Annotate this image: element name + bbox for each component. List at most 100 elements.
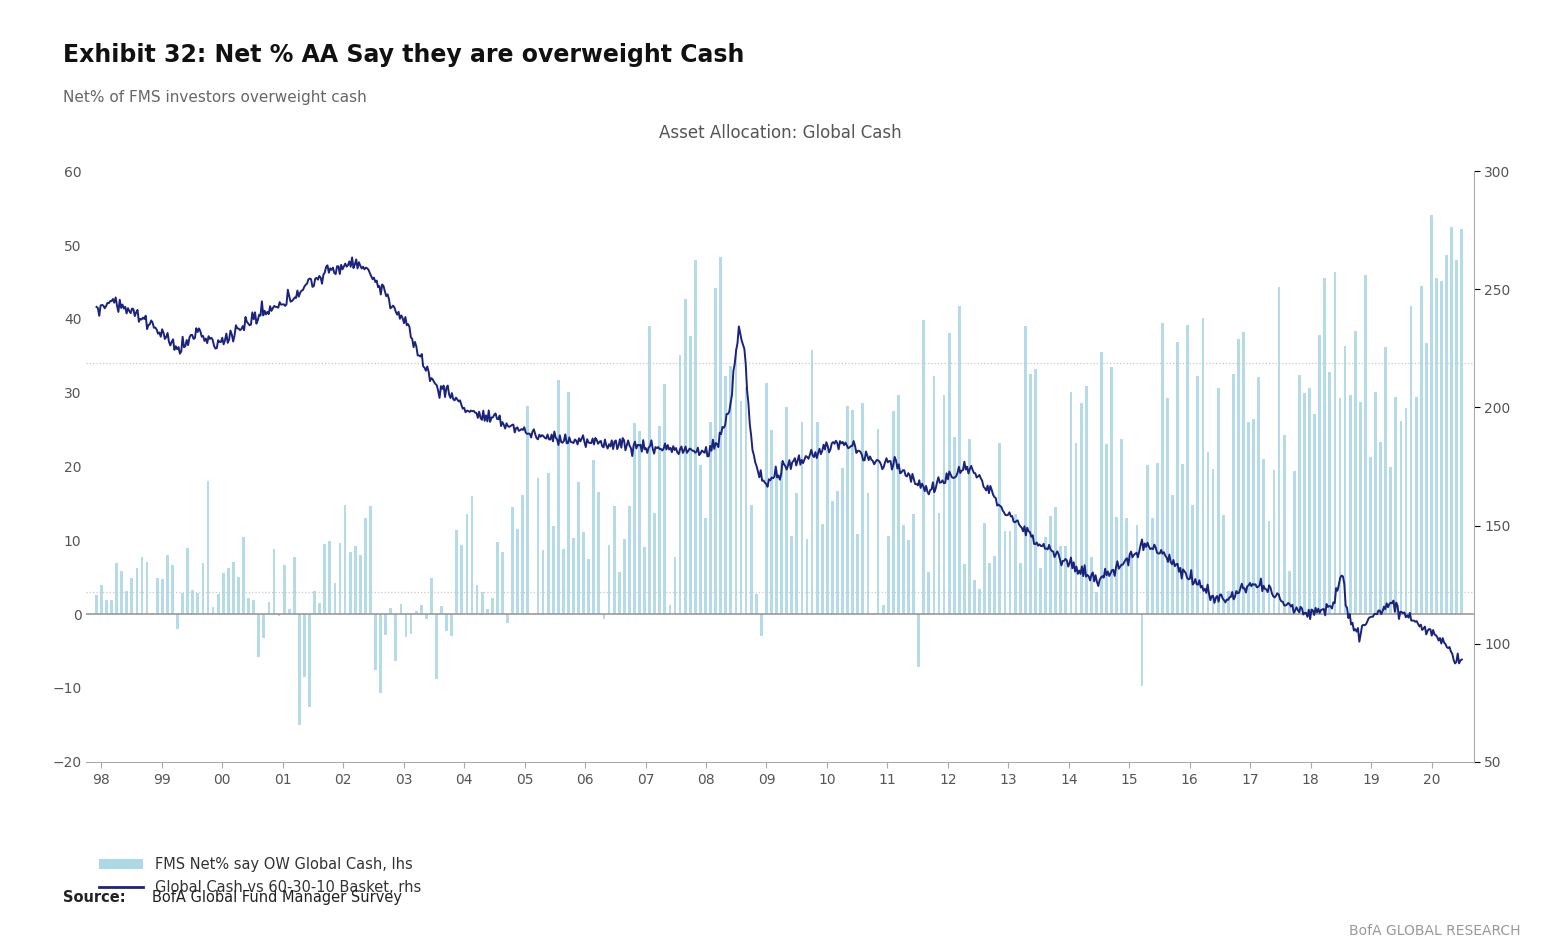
Bar	[368, 506, 372, 614]
Legend: FMS Net% say OW Global Cash, lhs, Global Cash vs 60-30-10 Basket, rhs: FMS Net% say OW Global Cash, lhs, Global…	[94, 851, 426, 901]
Bar	[232, 562, 235, 614]
Bar	[125, 590, 129, 614]
Bar	[1131, 555, 1134, 614]
Bar	[668, 605, 671, 614]
Bar	[593, 460, 596, 614]
Bar	[303, 614, 306, 678]
Bar	[745, 387, 748, 614]
Bar	[1237, 339, 1240, 614]
Bar	[1247, 422, 1250, 614]
Bar	[339, 543, 342, 614]
Bar	[1430, 215, 1433, 614]
Bar	[171, 565, 174, 614]
Bar	[466, 514, 469, 614]
Bar	[927, 572, 930, 614]
Bar	[557, 380, 560, 614]
Bar	[375, 614, 376, 670]
Bar	[811, 349, 814, 614]
Bar	[547, 473, 549, 614]
Bar	[1126, 518, 1129, 614]
Bar	[699, 465, 702, 614]
Bar	[343, 506, 347, 614]
Bar	[1339, 398, 1341, 614]
Bar	[983, 523, 986, 614]
Bar	[1303, 392, 1306, 614]
Bar	[643, 546, 646, 614]
Bar	[182, 593, 183, 614]
Bar	[1004, 530, 1007, 614]
Bar	[867, 493, 869, 614]
Bar	[441, 606, 442, 614]
Bar	[1105, 445, 1109, 614]
Bar	[1156, 464, 1159, 614]
Bar	[648, 327, 651, 614]
Bar	[734, 347, 737, 614]
Bar	[856, 533, 859, 614]
Bar	[942, 395, 946, 614]
Bar	[933, 376, 935, 614]
Bar	[720, 257, 723, 614]
Bar	[1181, 464, 1184, 614]
Bar	[1435, 278, 1438, 614]
Bar	[1253, 419, 1254, 614]
Bar	[536, 478, 539, 614]
Bar	[978, 588, 982, 614]
Bar	[831, 501, 834, 614]
Bar	[470, 496, 474, 614]
Bar	[815, 422, 818, 614]
Bar	[506, 614, 510, 624]
Bar	[1344, 347, 1347, 614]
Bar	[1054, 506, 1057, 614]
Bar	[202, 563, 204, 614]
Bar	[395, 614, 397, 661]
Bar	[364, 518, 367, 614]
Bar	[521, 495, 524, 614]
Text: Asset Allocation: Global Cash: Asset Allocation: Global Cash	[659, 124, 902, 142]
Bar	[588, 559, 590, 614]
Bar	[354, 545, 356, 614]
Bar	[1217, 388, 1220, 614]
Bar	[1319, 335, 1322, 614]
Bar	[806, 540, 809, 614]
Bar	[1364, 275, 1367, 614]
Bar	[967, 439, 971, 614]
Bar	[582, 531, 585, 614]
Bar	[248, 598, 249, 614]
Bar	[1101, 351, 1102, 614]
Bar	[278, 614, 281, 617]
Bar	[1374, 392, 1377, 614]
Bar	[445, 614, 448, 631]
Bar	[1323, 278, 1327, 614]
Bar	[262, 614, 265, 639]
Bar	[1400, 421, 1402, 614]
Bar	[877, 428, 880, 614]
Bar	[309, 614, 310, 707]
Bar	[775, 469, 778, 614]
Bar	[1298, 375, 1301, 614]
Bar	[1242, 331, 1245, 614]
Bar	[1069, 392, 1073, 614]
Bar	[1221, 515, 1225, 614]
Bar	[1212, 469, 1215, 614]
Bar	[516, 529, 519, 614]
Bar	[486, 609, 489, 614]
Bar	[1308, 387, 1311, 614]
Bar	[502, 552, 503, 614]
Bar	[1080, 403, 1082, 614]
Bar	[552, 526, 555, 614]
Bar	[141, 557, 143, 614]
Bar	[257, 614, 260, 657]
Bar	[1024, 326, 1027, 614]
Bar	[618, 572, 621, 614]
Bar	[1380, 443, 1381, 614]
Bar	[790, 536, 793, 614]
Bar	[1455, 260, 1458, 614]
Bar	[130, 578, 133, 614]
Bar	[577, 482, 580, 614]
Bar	[902, 526, 905, 614]
Bar	[1333, 272, 1336, 614]
Bar	[1419, 287, 1422, 614]
Bar	[282, 565, 285, 614]
Bar	[608, 545, 610, 614]
Bar	[1060, 546, 1062, 614]
